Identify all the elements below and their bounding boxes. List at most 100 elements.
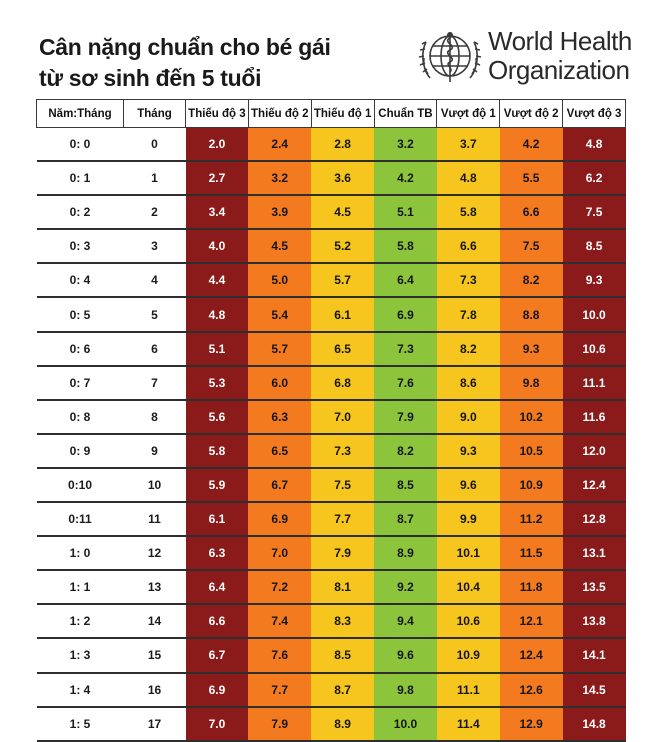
age-cell: 1: 3 [36,638,124,674]
weight-cell: 8.7 [311,672,375,708]
weight-cell: 12.9 [499,706,563,742]
who-line-1: World Health [488,26,632,56]
month-cell: 10 [123,467,186,504]
weight-cell: 5.7 [248,331,312,367]
table-row: 1: 0 12 6.3 7.0 7.9 8.9 10.1 11.5 13.1 [36,536,626,572]
weight-cell: 6.6 [185,604,249,640]
who-line-2: Organization [488,55,630,85]
weight-cell: 6.9 [374,297,437,333]
age-cell: 0: 8 [36,399,124,435]
age-cell: 0: 4 [36,263,124,299]
weight-cell: 11.8 [499,570,563,606]
weight-cell: 5.5 [499,161,563,197]
month-cell: 4 [123,263,186,299]
month-cell: 13 [123,570,186,606]
header-row: Năm:Tháng Tháng Thiếu độ 3 Thiếu độ 2 Thiếu … [36,99,626,128]
weight-cell: 9.4 [374,604,437,640]
weight-cell: 2.7 [185,161,249,197]
weight-cell: 7.9 [248,706,312,742]
age-cell: 1: 1 [36,570,124,606]
weight-cell: 12.4 [499,638,563,674]
weight-cell: 8.2 [436,331,500,367]
who-wordmark: World Health Organization [488,27,632,85]
table-row: 1: 5 17 7.0 7.9 8.9 10.0 11.4 12.9 14.8 [36,706,626,742]
table-row: 1: 3 15 6.7 7.6 8.5 9.6 10.9 12.4 14.1 [36,638,626,674]
weight-cell: 7.0 [311,399,375,435]
age-cell: 0: 5 [36,297,124,333]
column-header: Vượt độ 1 [436,99,501,128]
weight-cell: 14.1 [562,638,626,674]
weight-cell: 6.6 [499,195,563,231]
weight-cell: 8.3 [311,604,375,640]
weight-cell: 8.9 [374,536,437,572]
page: Cân nặng chuẩn cho bé gái từ sơ sinh đến… [36,22,632,742]
age-cell: 1: 5 [36,706,124,742]
weight-cell: 8.2 [499,263,563,299]
weight-cell: 13.1 [562,536,626,572]
weight-cell: 3.4 [185,195,249,231]
weight-cell: 7.5 [311,467,375,504]
table-row: 0: 7 7 5.3 6.0 6.8 7.6 8.6 9.8 11.1 [36,365,626,401]
weight-cell: 6.3 [185,536,249,572]
weight-cell: 6.4 [374,263,437,299]
month-cell: 8 [123,399,186,435]
weight-table: Năm:Tháng Tháng Thiếu độ 3 Thiếu độ 2 Thiếu … [36,99,626,742]
table-row: 1: 1 13 6.4 7.2 8.1 9.2 10.4 11.8 13.5 [36,570,626,606]
who-logo: World Health Organization [416,22,632,90]
weight-cell: 12.4 [562,467,626,504]
month-cell: 17 [123,706,186,742]
weight-cell: 5.2 [311,229,375,265]
weight-cell: 8.1 [311,570,375,606]
column-header: Năm:Tháng [36,99,124,128]
weight-cell: 11.6 [562,399,626,435]
weight-cell: 6.0 [248,365,312,401]
age-cell: 0: 7 [36,365,124,401]
table-row: 0:11 11 6.1 6.9 7.7 8.7 9.9 11.2 12.8 [36,502,626,538]
weight-cell: 9.9 [436,502,500,538]
weight-cell: 9.3 [499,331,563,367]
table-row: 0: 1 1 2.7 3.2 3.6 4.2 4.8 5.5 6.2 [36,161,626,197]
weight-cell: 5.8 [374,229,437,265]
who-emblem-icon [418,32,482,82]
weight-cell: 10.0 [374,706,437,742]
weight-cell: 3.2 [248,161,312,197]
weight-cell: 10.9 [499,467,563,504]
weight-cell: 6.7 [185,638,249,674]
table-row: 0: 8 8 5.6 6.3 7.0 7.9 9.0 10.2 11.6 [36,399,626,435]
weight-cell: 7.9 [311,536,375,572]
weight-cell: 12.6 [499,672,563,708]
title-line-2: từ sơ sinh đến 5 tuổi [39,65,262,91]
weight-cell: 14.5 [562,672,626,708]
column-header: Thiếu độ 2 [247,99,312,128]
weight-cell: 5.9 [185,467,249,504]
weight-cell: 2.4 [248,127,312,163]
title-line-1: Cân nặng chuẩn cho bé gái [39,34,331,60]
weight-cell: 6.9 [185,672,249,708]
age-cell: 0: 2 [36,195,124,231]
weight-cell: 5.0 [248,263,312,299]
month-cell: 1 [123,161,186,197]
weight-cell: 8.8 [499,297,563,333]
weight-cell: 6.4 [185,570,249,606]
page-title: Cân nặng chuẩn cho bé gái từ sơ sinh đến… [39,32,331,94]
weight-cell: 4.5 [311,195,375,231]
table-row: 0: 2 2 3.4 3.9 4.5 5.1 5.8 6.6 7.5 [36,195,626,231]
weight-cell: 2.8 [311,127,375,163]
table-row: 0:10 10 5.9 6.7 7.5 8.5 9.6 10.9 12.4 [36,467,626,504]
weight-cell: 7.3 [311,433,375,469]
table-row: 0: 6 6 5.1 5.7 6.5 7.3 8.2 9.3 10.6 [36,331,626,367]
column-header: Vượt độ 2 [499,99,564,128]
weight-cell: 8.9 [311,706,375,742]
table-row: 0: 3 3 4.0 4.5 5.2 5.8 6.6 7.5 8.5 [36,229,626,265]
age-cell: 0: 3 [36,229,124,265]
weight-cell: 10.6 [562,331,626,367]
column-header: Tháng [123,99,186,128]
weight-cell: 3.2 [374,127,437,163]
weight-cell: 4.2 [374,161,437,197]
weight-cell: 7.2 [248,570,312,606]
age-cell: 1: 2 [36,604,124,640]
weight-cell: 9.3 [562,263,626,299]
weight-cell: 10.5 [499,433,563,469]
weight-cell: 5.7 [311,263,375,299]
table-row: 0: 0 0 2.0 2.4 2.8 3.2 3.7 4.2 4.8 [36,127,626,163]
